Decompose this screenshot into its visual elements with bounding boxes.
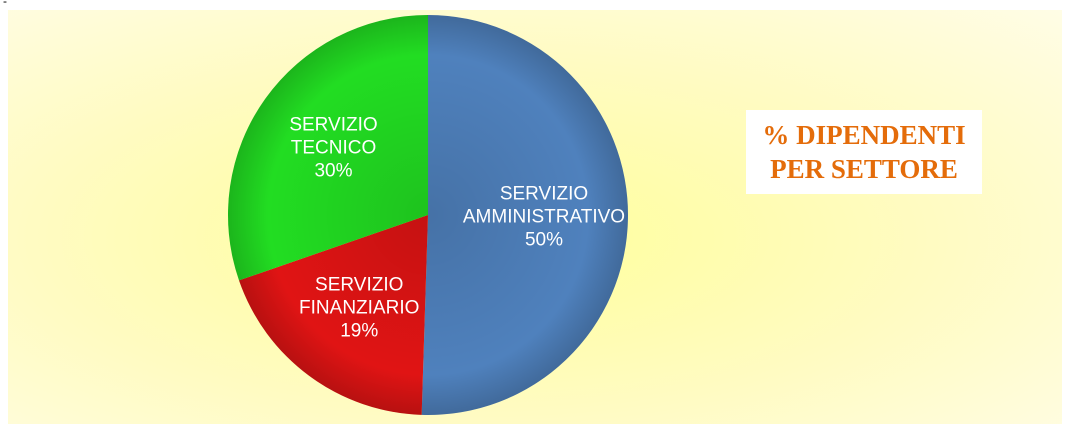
category-label: SERVIZIO AMMINISTRATIVO — [462, 183, 626, 228]
value-label: 19% — [340, 320, 379, 342]
corner-mark: - — [3, 0, 7, 8]
slice-label: SERVIZIO AMMINISTRATIVO 50% — [459, 182, 629, 251]
category-label: SERVIZIO FINANZIARIO — [299, 274, 420, 319]
slice-label: SERVIZIO FINANZIARIO 19% — [274, 274, 444, 343]
chart-title: % DIPENDENTI PER SETTORE — [746, 110, 982, 194]
category-label: SERVIZIO TECNICO — [289, 114, 378, 159]
value-label: 50% — [524, 229, 563, 251]
value-label: 30% — [314, 160, 353, 182]
slice-label: SERVIZIO TECNICO 30% — [249, 113, 419, 182]
